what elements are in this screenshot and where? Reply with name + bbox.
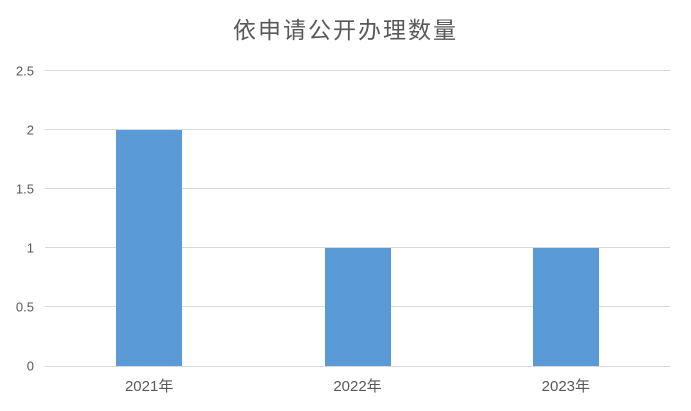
y-tick-label-1.5: 1.5 <box>15 181 34 197</box>
y-tick-label-1: 1 <box>26 240 34 256</box>
y-tick-label-0.5: 0.5 <box>15 299 34 315</box>
x-tick-label-2022年: 2022年 <box>333 378 382 395</box>
gridline-y-1 <box>45 247 670 248</box>
y-tick-label-0: 0 <box>26 358 34 374</box>
x-tick-label-2021年: 2021年 <box>124 378 174 395</box>
gridline-y-2.5 <box>45 70 670 71</box>
chart-title: 依申请公开办理数量 <box>233 18 458 43</box>
x-tick-label-2023年: 2023年 <box>541 378 591 395</box>
bar-2021年 <box>116 130 183 366</box>
gridline-y-1.5 <box>45 188 670 189</box>
bar-2022年 <box>324 248 391 366</box>
bar-2023年 <box>532 248 599 366</box>
y-tick-label-2: 2 <box>26 122 34 138</box>
y-tick-label-2.5: 2.5 <box>15 63 34 79</box>
gridline-y-2 <box>45 129 670 130</box>
plot-area <box>45 70 670 367</box>
